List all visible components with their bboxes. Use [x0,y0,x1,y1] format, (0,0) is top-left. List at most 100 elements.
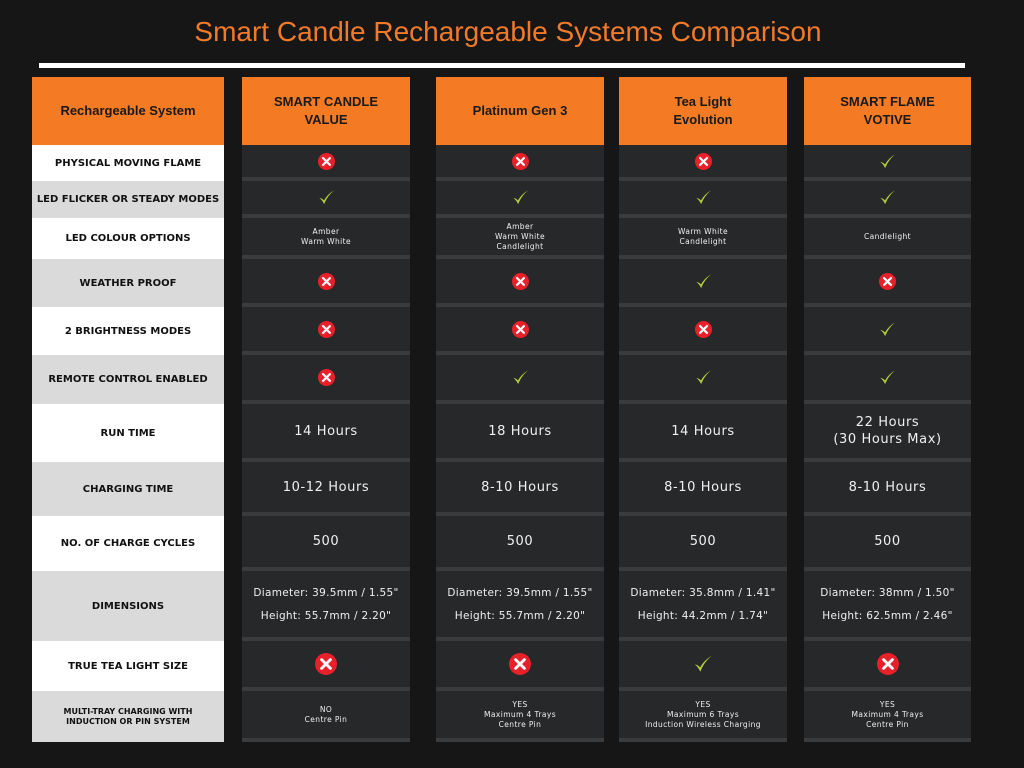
header-product-1: SMART CANDLE VALUE [242,77,410,145]
cell-text: 500 [874,534,901,549]
table-cell [619,181,787,218]
cell-text: Amber [312,226,340,236]
table-cell [242,355,410,404]
table-cell: 14 Hours [242,404,410,462]
table-cell [804,641,971,691]
table-cell: Diameter: 38mm / 1.50" Height: 62.5mm / 2… [804,571,971,641]
cross-icon [694,320,712,338]
table-cell [242,307,410,355]
table-cell [436,259,604,307]
cross-icon [317,152,335,170]
feature-label: LED FLICKER OR STEADY MODES [32,181,224,218]
table-cell [619,259,787,307]
cross-icon [511,320,529,338]
table-cell: YES Maximum 4 Trays Centre Pin [436,691,604,742]
cell-text: 8-10 Hours [481,479,559,495]
cell-text: Diameter: 35.8mm / 1.41" [630,586,776,599]
cross-icon [511,272,529,290]
table-cell [804,355,971,404]
table-cell: Diameter: 39.5mm / 1.55" Height: 55.7mm /… [436,571,604,641]
cell-text: Candlelight [863,231,912,241]
cross-icon [876,653,899,675]
cross-icon [694,152,712,170]
table-cell [242,181,410,218]
feature-label: 2 BRIGHTNESS MODES [32,307,224,355]
header-product-2: Platinum Gen 3 [436,77,604,145]
cell-text: (30 Hours Max) [833,432,942,447]
checkmark-icon [880,190,896,205]
title-divider [39,63,965,68]
cell-text: 8-10 Hours [848,479,927,495]
feature-label: WEATHER PROOF [32,259,224,307]
table-cell: 8-10 Hours [804,462,971,516]
table-cell [436,145,604,181]
table-cell: 500 [242,516,410,571]
table-cell: Diameter: 35.8mm / 1.41" Height: 44.2mm /… [619,571,787,641]
feature-label: MULTI-TRAY CHARGING WITH INDUCTION OR PI… [32,691,224,742]
cell-text: Amber [506,221,534,231]
cell-text: 500 [506,534,534,549]
cell-text: Maximum 4 Trays [484,709,556,719]
cell-text: Warm White [678,226,728,236]
feature-label: TRUE TEA LIGHT SIZE [32,641,224,691]
table-cell [619,145,787,181]
table-cell [436,355,604,404]
table-cell [619,641,787,691]
cell-text: 14 Hours [294,423,358,439]
checkmark-icon [512,190,528,205]
table-cell [619,355,787,404]
cell-text: Induction Wireless Charging [645,719,761,729]
cell-text: Height: 62.5mm / 2.46" [822,609,953,622]
table-cell: Warm White Candlelight [619,218,787,259]
table-cell: Amber Warm White Candlelight [436,218,604,259]
table-cell: 22 Hours (30 Hours Max) [804,404,971,462]
table-cell [804,259,971,307]
cell-text: Centre Pin [498,719,542,729]
feature-label: RUN TIME [32,404,224,462]
cell-text: Maximum 6 Trays [667,709,739,719]
table-cell: 500 [804,516,971,571]
cell-text: Maximum 4 Trays [851,709,924,719]
header-rechargeable-system: Rechargeable System [32,77,224,145]
cell-text: 500 [689,534,717,549]
cell-text: Centre Pin [304,714,348,724]
cell-text: Height: 55.7mm / 2.20" [454,609,586,622]
table-cell [804,145,971,181]
cell-text: YES [879,699,896,709]
table-cell [242,145,410,181]
checkmark-icon [694,655,712,672]
table-cell: 8-10 Hours [619,462,787,516]
product-name: Platinum Gen 3 [472,103,568,118]
table-cell: 14 Hours [619,404,787,462]
cross-icon [317,272,335,290]
feature-label: NO. OF CHARGE CYCLES [32,516,224,571]
feature-label: LED COLOUR OPTIONS [32,218,224,259]
header-product-3: Tea Light Evolution [619,77,787,145]
cell-text: Diameter: 39.5mm / 1.55" [447,586,593,599]
table-cell: 500 [436,516,604,571]
cross-icon [317,369,335,386]
feature-label: DIMENSIONS [32,571,224,641]
table-cell [242,641,410,691]
product-name: SMART FLAME VOTIVE [840,94,935,127]
cell-text: Candlelight [679,236,727,246]
cell-text: Centre Pin [866,719,909,729]
table-cell: Amber Warm White [242,218,410,259]
table-cell [804,181,971,218]
checkmark-icon [880,321,896,336]
product-name: Tea Light Evolution [673,94,733,127]
table-cell [436,181,604,218]
checkmark-icon [695,370,711,385]
cell-text: Warm White [495,231,545,241]
table-cell [242,259,410,307]
cell-text: 500 [312,534,340,549]
product-name: SMART CANDLE VALUE [274,94,378,127]
cell-text: Warm White [301,236,351,246]
cell-text: 22 Hours [855,415,920,430]
checkmark-icon [318,190,334,205]
table-cell: 500 [619,516,787,571]
table-cell: Diameter: 39.5mm / 1.55" Height: 55.7mm /… [242,571,410,641]
cell-text: Height: 44.2mm / 1.74" [637,609,769,622]
cell-text: Candlelight [496,241,544,251]
feature-label: PHYSICAL MOVING FLAME [32,145,224,181]
